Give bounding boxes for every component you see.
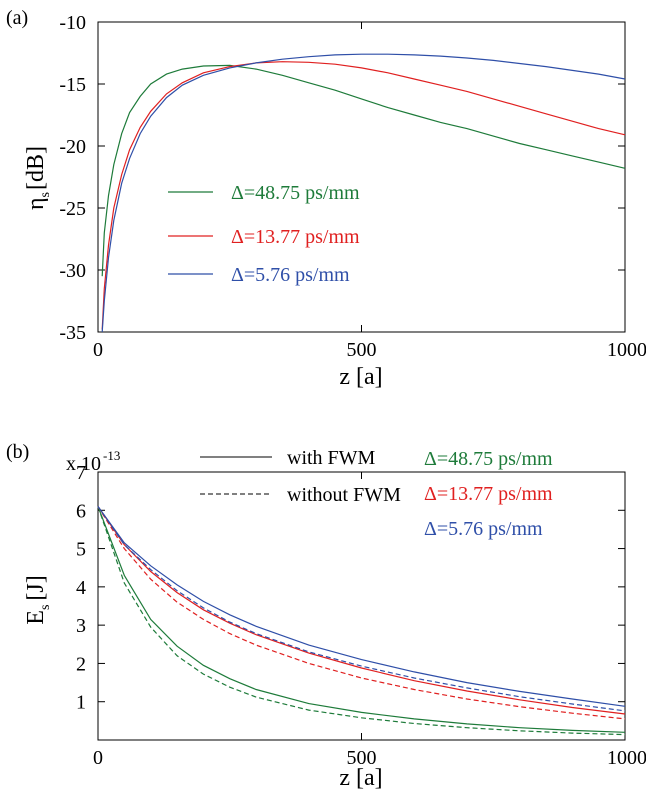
y-scale-exponent-b: -13 — [103, 448, 120, 463]
panel-label-b: (b) — [6, 441, 29, 463]
series-line — [97, 506, 626, 712]
series-line — [97, 506, 626, 715]
legend-color-label: Δ=13.77 ps/mm — [424, 483, 553, 505]
y-tick-label: 6 — [76, 500, 86, 522]
series-line — [97, 506, 626, 736]
y-tick-label: -25 — [59, 198, 86, 220]
legend-a: Δ=48.75 ps/mm Δ=13.77 ps/mm Δ=5.76 ps/mm — [168, 182, 360, 286]
y-ticks-a: -10 -15 -20 -25 -30 -35 — [59, 12, 625, 344]
legend-style-label: with FWM — [287, 447, 376, 469]
series-line — [101, 61, 626, 330]
panel-label-a: (a) — [6, 7, 28, 29]
x-ticks-a: 0 500 1000 — [93, 22, 646, 361]
x-tick-label: 0 — [93, 339, 103, 361]
series-line — [101, 64, 626, 277]
y-axis-unit-b: [J] — [23, 575, 49, 600]
x-axis-label-b: z [a] — [339, 765, 382, 791]
x-ticks-b: 0 500 1000 — [93, 472, 646, 769]
series-a — [101, 53, 626, 333]
legend-label: Δ=13.77 ps/mm — [231, 226, 360, 248]
y-axis-subscript-a: s — [38, 192, 53, 197]
series-line — [97, 506, 626, 733]
y-axis-subscript-b: s — [38, 605, 53, 610]
y-axis-unit-a: [dB] — [23, 146, 49, 190]
legend-color-label: Δ=48.75 ps/mm — [424, 448, 553, 470]
y-tick-label: 3 — [76, 615, 86, 637]
svg-text:Es[J]: Es [J] — [23, 575, 53, 624]
series-line — [97, 506, 626, 707]
series-b — [97, 506, 626, 736]
y-scale-factor-b: x 10 -13 — [66, 448, 120, 475]
y-scale-prefix-b: x 10 — [66, 453, 101, 475]
series-line — [101, 53, 626, 333]
y-tick-label: -10 — [59, 12, 86, 34]
y-tick-label: -30 — [59, 260, 86, 282]
series-line — [97, 506, 626, 720]
y-tick-label: 7 — [76, 462, 86, 484]
y-tick-label: -35 — [59, 322, 86, 344]
legend-label: Δ=48.75 ps/mm — [231, 182, 360, 204]
x-tick-label: 500 — [347, 747, 377, 769]
y-tick-label: -20 — [59, 136, 86, 158]
y-tick-label: 4 — [76, 577, 86, 599]
y-tick-label: -15 — [59, 74, 86, 96]
legend-b: with FWM without FWM Δ=48.75 ps/mm Δ=13.77 … — [200, 447, 553, 540]
x-tick-label: 0 — [93, 747, 103, 769]
y-ticks-b: 1 2 3 4 5 6 7 — [76, 462, 625, 714]
x-tick-label: 1000 — [607, 339, 646, 361]
panel-a: (a) -10 -15 -20 -25 -30 -35 0 500 1000 z [a] ηs… — [6, 7, 646, 390]
x-axis-label-a: z [a] — [339, 364, 382, 390]
y-tick-label: 5 — [76, 539, 86, 561]
y-axis-symbol-b: E — [23, 610, 49, 625]
svg-text:ηs[dB]: ηs [dB] — [23, 146, 53, 210]
y-tick-label: 1 — [76, 692, 86, 714]
legend-label: Δ=5.76 ps/mm — [231, 264, 350, 286]
legend-color-label: Δ=5.76 ps/mm — [424, 518, 543, 540]
panel-b: (b) x 10 -13 1 2 3 4 5 6 7 0 500 1000 z [a] Es [J]… — [6, 441, 646, 791]
legend-style-label: without FWM — [287, 484, 401, 506]
y-axis-symbol-a: η — [23, 197, 49, 210]
y-axis-label-b: Es [J] — [23, 575, 53, 624]
y-axis-label-a: ηs [dB] — [23, 146, 53, 210]
y-tick-label: 2 — [76, 653, 86, 675]
x-tick-label: 500 — [347, 339, 377, 361]
x-tick-label: 1000 — [607, 747, 646, 769]
